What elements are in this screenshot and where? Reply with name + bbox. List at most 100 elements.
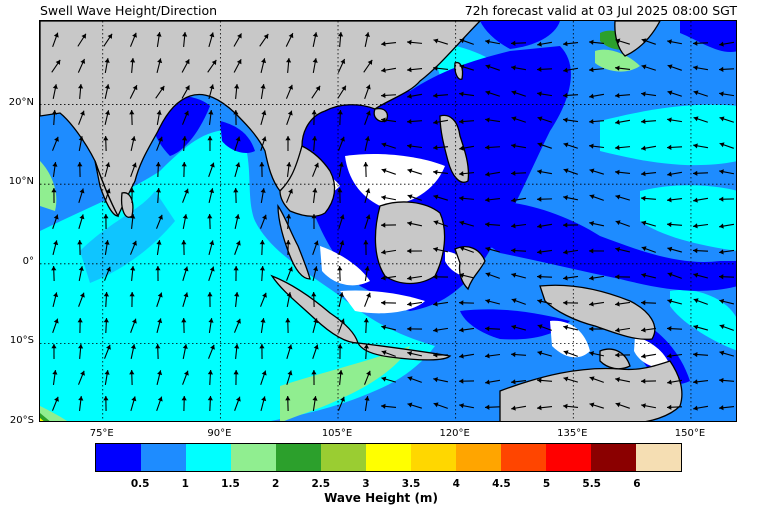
direction-arrow [260,84,266,100]
direction-arrow [104,344,111,359]
direction-arrow [312,318,319,334]
direction-arrow [589,93,605,99]
direction-arrow [312,240,319,255]
direction-arrow [104,266,111,281]
longitude-label: 150°E [674,428,706,439]
direction-arrow [615,402,630,409]
direction-arrow [52,292,59,308]
colorbar-tick: 5.5 [582,478,601,490]
direction-arrow [459,64,474,71]
direction-arrow [485,117,501,123]
direction-arrow [156,110,162,126]
direction-arrow [311,135,318,152]
direction-arrow [312,32,318,48]
direction-arrow [432,93,449,99]
direction-arrow [459,272,475,279]
direction-arrow [77,239,83,256]
direction-arrow [311,109,317,126]
direction-arrow [285,188,293,203]
direction-arrow [51,265,57,282]
colorbar-tick: 0.5 [130,478,150,490]
direction-arrow [311,85,321,99]
direction-arrow [364,188,371,204]
direction-arrow [588,67,605,73]
direction-arrow [693,223,709,229]
direction-arrow [693,324,709,331]
swell-map [39,20,737,422]
direction-arrow [484,326,501,332]
swell-direction-arrows [51,31,735,412]
direction-arrow [208,266,215,281]
direction-arrow [485,272,500,279]
direction-arrow [380,222,397,228]
direction-arrow [363,239,369,256]
direction-arrow [641,353,657,359]
direction-arrow [485,298,501,305]
direction-arrow [536,274,553,280]
direction-arrow [51,109,58,126]
direction-arrow [433,402,448,409]
direction-arrow [407,168,422,175]
direction-arrow [312,58,318,74]
direction-arrow [363,343,369,360]
colorbar-tick: 4.5 [492,478,511,490]
direction-arrow [667,298,683,305]
direction-arrow [719,324,734,331]
direction-arrow [182,214,188,230]
direction-arrow [155,161,161,178]
direction-arrow [589,221,605,227]
direction-arrow [234,136,241,151]
direction-arrow [640,378,657,384]
colorbar-tick: 3.5 [401,478,421,490]
direction-arrow [338,31,344,48]
direction-arrow [615,327,631,333]
direction-arrow [363,317,369,334]
direction-arrow [510,40,527,46]
direction-arrow [181,110,189,125]
direction-arrow [381,41,397,47]
direction-arrow [459,145,475,151]
direction-arrow [537,41,553,47]
direction-arrow [233,109,239,126]
direction-arrow [130,318,137,333]
direction-arrow [510,351,527,358]
direction-arrow [589,143,605,149]
direction-arrow [432,352,449,358]
direction-arrow [77,317,83,334]
direction-arrow [562,300,579,306]
direction-arrow [364,292,371,307]
direction-arrow [615,301,631,307]
direction-arrow [536,66,553,72]
direction-arrow [537,223,553,229]
direction-arrow [233,187,239,204]
direction-arrow [381,324,397,331]
land-borneo [374,201,446,285]
direction-arrow [207,369,213,386]
swell-band-1.5-2m [40,49,640,421]
direction-arrow [207,213,213,230]
direction-arrow [537,169,553,175]
direction-arrow [260,396,267,412]
direction-arrow [182,292,189,307]
colorbar-tick: 4 [452,478,460,490]
direction-arrow [459,353,475,359]
direction-arrow [406,248,423,254]
forecast-valid-time: 72h forecast valid at 03 Jul 2025 08:00 … [464,3,737,18]
direction-arrow [78,188,85,203]
direction-arrow [312,188,318,204]
direction-arrow [433,220,448,227]
direction-arrow [155,187,162,204]
direction-arrow [156,292,163,307]
direction-arrow [510,170,527,176]
direction-arrow [156,240,162,256]
direction-arrow [537,142,552,149]
direction-arrow [614,92,631,99]
direction-arrow [641,272,657,279]
direction-arrow [104,110,111,126]
direction-arrow [337,109,343,126]
direction-arrow [52,214,59,229]
colorbar-tick: 1.5 [221,478,240,490]
direction-arrow [563,403,579,409]
direction-arrow [407,221,423,227]
direction-arrow [615,65,631,71]
